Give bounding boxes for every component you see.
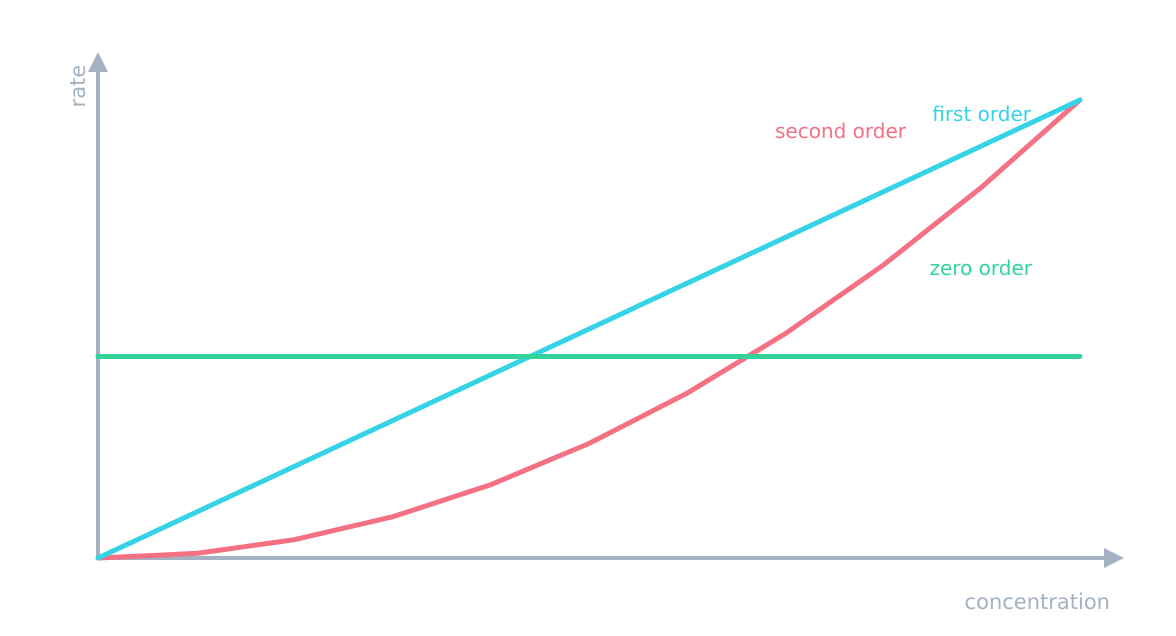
series-label-first-order: first order [932, 102, 1032, 126]
series-label-second-order: second order [775, 119, 907, 143]
y-axis-label: rate [66, 65, 90, 108]
series-lines [95, 97, 1083, 561]
series-label-zero-order: zero order [929, 256, 1032, 280]
x-axis-label: concentration [965, 590, 1110, 614]
series-line-second-order [95, 97, 1083, 561]
series-line-first-order [95, 97, 1083, 561]
